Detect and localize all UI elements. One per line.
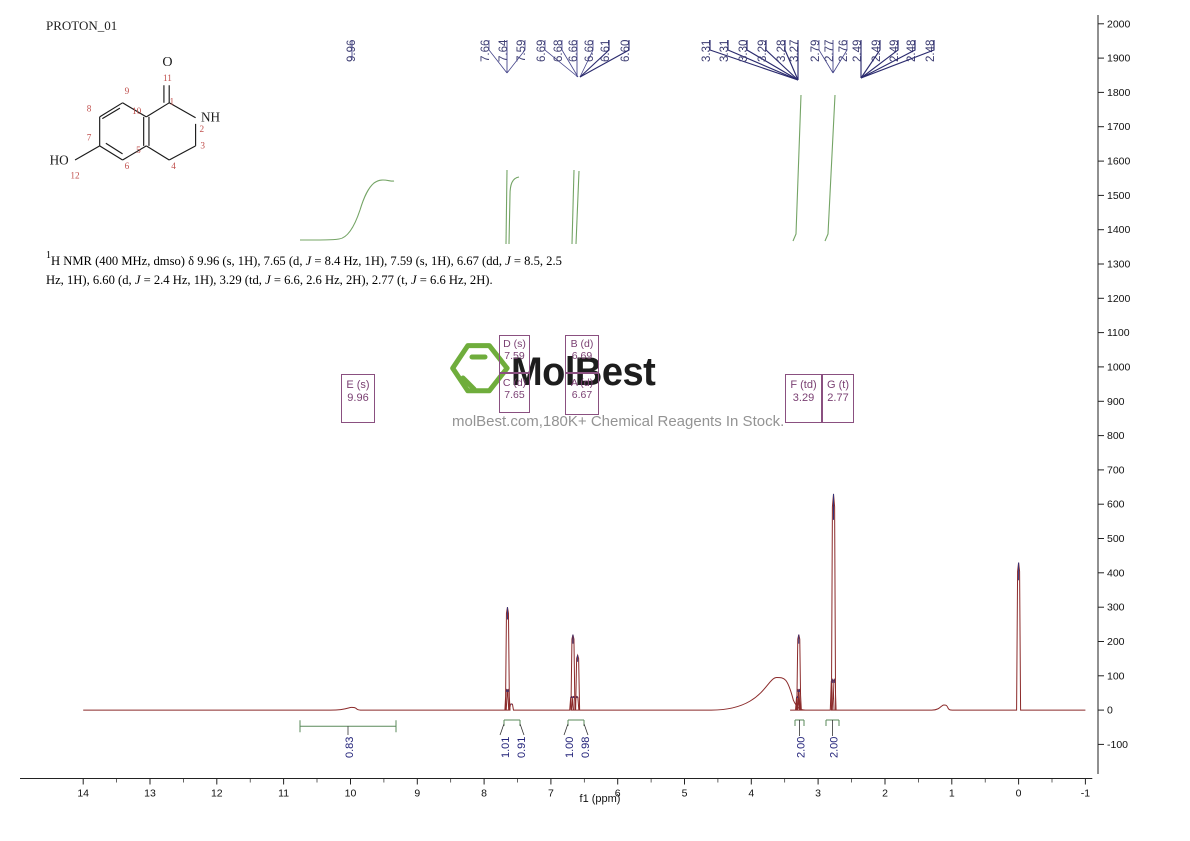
- svg-text:1400: 1400: [1107, 224, 1131, 236]
- svg-text:400: 400: [1107, 567, 1125, 579]
- svg-text:1600: 1600: [1107, 156, 1131, 168]
- svg-text:800: 800: [1107, 430, 1125, 442]
- svg-text:5: 5: [682, 788, 688, 800]
- svg-text:4: 4: [748, 788, 754, 800]
- svg-text:1500: 1500: [1107, 190, 1131, 202]
- svg-text:1800: 1800: [1107, 87, 1131, 99]
- svg-text:0: 0: [1016, 788, 1022, 800]
- svg-text:-100: -100: [1107, 739, 1128, 751]
- svg-text:3: 3: [815, 788, 821, 800]
- svg-text:8: 8: [481, 788, 487, 800]
- svg-text:900: 900: [1107, 396, 1125, 408]
- svg-text:10: 10: [345, 788, 357, 800]
- svg-text:300: 300: [1107, 602, 1125, 614]
- svg-text:1.01: 1.01: [500, 737, 512, 758]
- svg-text:12: 12: [211, 788, 223, 800]
- svg-text:2000: 2000: [1107, 18, 1131, 30]
- svg-text:100: 100: [1107, 670, 1125, 682]
- svg-text:0.91: 0.91: [516, 737, 528, 758]
- svg-text:1: 1: [949, 788, 955, 800]
- svg-text:14: 14: [77, 788, 89, 800]
- svg-text:0: 0: [1107, 705, 1113, 717]
- svg-text:2.00: 2.00: [796, 737, 808, 758]
- svg-text:13: 13: [144, 788, 156, 800]
- svg-text:200: 200: [1107, 636, 1125, 648]
- svg-text:2.00: 2.00: [829, 737, 841, 758]
- svg-text:1200: 1200: [1107, 293, 1131, 305]
- svg-text:1300: 1300: [1107, 259, 1131, 271]
- svg-text:7: 7: [548, 788, 554, 800]
- svg-text:1700: 1700: [1107, 121, 1131, 133]
- svg-text:9: 9: [414, 788, 420, 800]
- svg-text:1000: 1000: [1107, 361, 1131, 373]
- svg-text:700: 700: [1107, 464, 1125, 476]
- svg-text:2: 2: [882, 788, 888, 800]
- svg-text:1100: 1100: [1107, 327, 1130, 339]
- svg-text:1.00: 1.00: [564, 737, 576, 758]
- svg-text:0.83: 0.83: [344, 737, 356, 758]
- svg-text:1900: 1900: [1107, 53, 1131, 65]
- svg-text:6: 6: [615, 788, 621, 800]
- svg-text:500: 500: [1107, 533, 1125, 545]
- svg-text:600: 600: [1107, 499, 1125, 511]
- svg-text:-1: -1: [1081, 788, 1090, 800]
- svg-text:0.98: 0.98: [580, 737, 592, 758]
- svg-text:11: 11: [278, 788, 289, 800]
